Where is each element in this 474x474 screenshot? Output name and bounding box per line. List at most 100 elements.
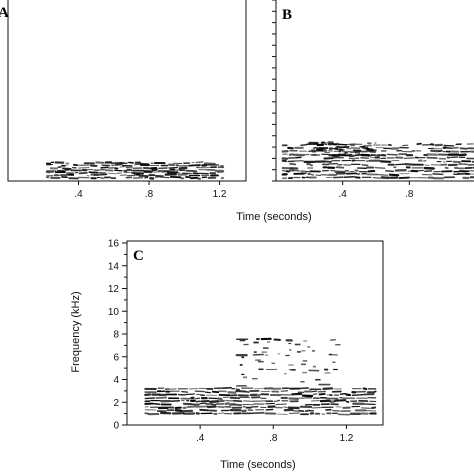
panel-b-letter: B xyxy=(282,7,292,23)
spectral-energy-stroke xyxy=(275,403,287,405)
spectral-energy-stroke xyxy=(388,173,400,177)
panel-c-y-ticks: 0 2 4 6 8 10 12 14 16 xyxy=(108,239,127,432)
spectral-energy-stroke xyxy=(303,172,307,175)
spectral-energy-stroke xyxy=(385,170,394,172)
spectral-energy-stroke xyxy=(196,163,201,167)
panel-c-letter: C xyxy=(133,248,144,264)
spectral-energy-stroke xyxy=(111,161,122,165)
panel-b-x-ticks: .4 .8 xyxy=(338,181,414,200)
spectral-energy-stroke xyxy=(196,177,201,180)
x-tick-label: .4 xyxy=(338,189,347,200)
spectral-energy-stroke xyxy=(152,168,158,172)
spectral-energy-stroke xyxy=(78,171,88,175)
spectral-energy-stroke xyxy=(62,167,72,170)
spectral-energy-stroke xyxy=(432,173,444,176)
spectral-energy-stroke xyxy=(155,174,165,177)
spectral-energy-stroke xyxy=(216,397,223,401)
spectral-energy-stroke xyxy=(289,412,300,415)
spectral-energy-stroke xyxy=(107,172,117,175)
spectral-energy-stroke xyxy=(324,143,328,146)
panel-b-spectrogram xyxy=(281,141,474,180)
y-tick-label: 10 xyxy=(108,307,120,318)
spectral-energy-stroke xyxy=(225,399,234,402)
x-tick-label: 1.2 xyxy=(339,433,353,444)
spectral-energy-stroke xyxy=(204,391,211,394)
spectral-energy-stroke xyxy=(144,397,156,400)
spectral-energy-stroke xyxy=(265,402,275,405)
panel-b-frame xyxy=(275,0,474,182)
spectral-energy-stroke xyxy=(100,176,105,180)
spectral-energy-stroke xyxy=(351,394,364,396)
spectral-energy-stroke xyxy=(459,147,468,150)
spectral-energy-stroke xyxy=(442,161,446,163)
y-tick-label: 12 xyxy=(108,284,120,295)
y-tick-label: 16 xyxy=(108,239,120,250)
spectral-energy-stroke xyxy=(209,400,220,403)
spectral-energy-stroke xyxy=(211,390,220,394)
spectral-energy-stroke xyxy=(377,174,388,176)
y-tick-label: 0 xyxy=(113,421,119,432)
spectral-energy-stroke xyxy=(234,403,243,407)
spectral-energy-stroke xyxy=(324,160,332,163)
spectral-energy-stroke xyxy=(334,399,347,402)
y-tick-label: 14 xyxy=(108,261,120,272)
spectral-energy-stroke xyxy=(335,166,345,169)
x-tick-label: .4 xyxy=(74,189,83,200)
spectral-energy-stroke xyxy=(46,163,53,166)
y-tick-label: 2 xyxy=(113,398,119,409)
spectral-energy-stroke xyxy=(242,403,254,406)
spectral-energy-stroke xyxy=(289,163,297,166)
panel-c-x-axis-title: Time (seconds) xyxy=(220,459,295,471)
spectral-energy-stroke xyxy=(153,402,161,406)
spectral-energy-stroke xyxy=(443,144,455,147)
spectral-energy-stroke xyxy=(339,392,347,395)
spectral-energy-stroke xyxy=(132,176,144,179)
panel-b-x-axis-title: Time (seconds) xyxy=(236,211,311,223)
spectral-energy-stroke xyxy=(339,397,344,399)
panel-c-x-ticks: .4 .8 1.2 xyxy=(196,425,354,444)
spectral-energy-stroke xyxy=(306,162,311,166)
spectral-energy-stroke xyxy=(199,408,209,412)
spectral-energy-stroke xyxy=(185,393,195,396)
x-tick-label: .8 xyxy=(269,433,278,444)
spectral-energy-stroke xyxy=(372,177,381,179)
spectral-energy-stroke xyxy=(315,174,322,177)
panel-a: .4 .8 1.2 A xyxy=(0,0,247,200)
x-tick-label: .8 xyxy=(405,189,414,200)
spectral-energy-stroke xyxy=(168,166,179,169)
spectral-energy-stroke xyxy=(371,406,377,410)
x-tick-label: 1.2 xyxy=(213,189,227,200)
spectral-energy-stroke xyxy=(451,146,459,150)
panel-c-frame xyxy=(126,240,384,426)
spectral-energy-stroke xyxy=(386,153,398,156)
spectral-energy-stroke xyxy=(235,388,241,391)
panel-a-letter: A xyxy=(0,5,9,21)
spectral-energy-stroke xyxy=(374,167,386,169)
panel-c: 0 2 4 6 8 10 12 14 16 .4 .8 1.2 C xyxy=(108,239,384,444)
spectral-energy-stroke xyxy=(195,397,201,400)
spectral-energy-stroke xyxy=(398,176,410,180)
panel-c-y-axis-title: Frequency (kHz) xyxy=(70,291,82,372)
panel-b: .4 .8 B xyxy=(272,0,474,200)
spectral-energy-stroke xyxy=(100,166,109,169)
spectral-energy-stroke xyxy=(195,161,204,164)
x-tick-label: .8 xyxy=(145,189,154,200)
spectral-energy-stroke xyxy=(181,390,189,393)
spectral-energy-stroke xyxy=(348,157,354,160)
spectral-energy-stroke xyxy=(395,163,405,166)
spectral-energy-stroke xyxy=(312,393,318,395)
panel-a-x-ticks: .4 .8 1.2 xyxy=(74,181,227,200)
spectral-energy-stroke xyxy=(310,399,320,402)
panel-a-spectrogram xyxy=(45,161,225,180)
y-tick-label: 8 xyxy=(113,330,119,341)
spectral-energy-stroke xyxy=(185,169,198,173)
panel-c-spectrogram xyxy=(144,337,377,416)
panel-a-frame xyxy=(7,0,247,182)
spectral-energy-stroke xyxy=(120,161,126,165)
panel-b-y-ticks xyxy=(272,0,276,182)
spectral-energy-stroke xyxy=(304,409,310,413)
spectral-energy-stroke xyxy=(114,163,123,166)
spectral-energy-stroke xyxy=(178,166,188,170)
spectral-energy-stroke xyxy=(235,389,247,393)
